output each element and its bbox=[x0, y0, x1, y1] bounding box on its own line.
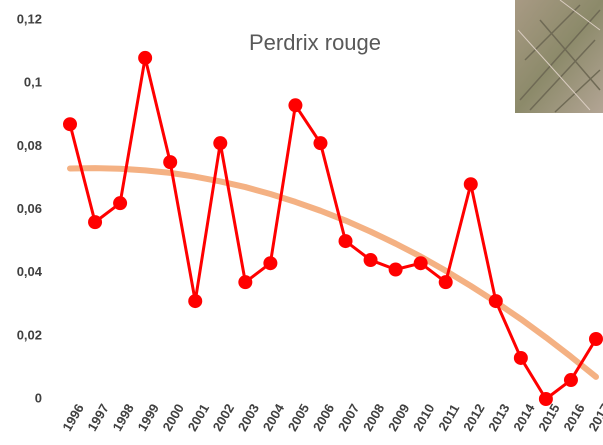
x-tick-label: 2013 bbox=[485, 401, 512, 434]
x-tick-label: 2011 bbox=[435, 402, 462, 434]
marker bbox=[489, 294, 503, 308]
x-tick-label: 2014 bbox=[510, 401, 538, 434]
x-tick-label: 2017 bbox=[585, 401, 603, 434]
marker bbox=[464, 177, 478, 191]
marker bbox=[514, 351, 528, 365]
x-tick-label: 2009 bbox=[385, 401, 412, 434]
marker bbox=[414, 256, 428, 270]
marker bbox=[539, 392, 553, 406]
photo bbox=[515, 0, 603, 113]
marker bbox=[263, 256, 277, 270]
y-tick-label: 0,06 bbox=[17, 201, 42, 216]
marker bbox=[163, 155, 177, 169]
marker bbox=[439, 275, 453, 289]
marker bbox=[238, 275, 252, 289]
x-tick-label: 2006 bbox=[310, 401, 337, 434]
marker bbox=[288, 98, 302, 112]
x-tick-label: 2002 bbox=[210, 401, 237, 434]
marker bbox=[63, 117, 77, 131]
chart-title: Perdrix rouge bbox=[249, 30, 381, 55]
x-tick-label: 1996 bbox=[59, 401, 86, 434]
marker bbox=[339, 234, 353, 248]
x-tick-label: 2001 bbox=[185, 401, 212, 434]
x-tick-label: 2015 bbox=[535, 401, 562, 434]
marker bbox=[313, 136, 327, 150]
x-tick-label: 1997 bbox=[84, 401, 111, 434]
x-tick-label: 2008 bbox=[360, 401, 387, 434]
y-tick-label: 0,1 bbox=[24, 75, 42, 90]
marker bbox=[564, 373, 578, 387]
trend-line bbox=[70, 168, 596, 377]
y-tick-label: 0,12 bbox=[17, 11, 42, 26]
chart: Perdrix rouge 0 0,02 0,04 0,06 0,08 0,1 0,12 19… bbox=[0, 0, 603, 445]
x-tick-label: 2000 bbox=[160, 401, 187, 434]
marker bbox=[589, 332, 603, 346]
y-tick-label: 0 bbox=[35, 390, 42, 405]
marker bbox=[364, 253, 378, 267]
x-tick-label: 1999 bbox=[134, 401, 161, 434]
x-tick-label: 2004 bbox=[260, 401, 288, 434]
y-tick-label: 0,04 bbox=[17, 264, 43, 279]
marker bbox=[88, 215, 102, 229]
x-tick-label: 2007 bbox=[335, 401, 362, 434]
marker bbox=[138, 51, 152, 65]
y-tick-label: 0,08 bbox=[17, 138, 42, 153]
marker bbox=[188, 294, 202, 308]
x-tick-label: 2010 bbox=[410, 401, 437, 434]
marker bbox=[389, 263, 403, 277]
x-tick-label: 2005 bbox=[285, 401, 312, 434]
y-tick-label: 0,02 bbox=[17, 327, 42, 342]
x-tick-label: 2012 bbox=[460, 401, 487, 434]
x-tick-label: 2016 bbox=[560, 401, 587, 434]
x-tick-label: 2003 bbox=[235, 401, 262, 434]
marker bbox=[113, 196, 127, 210]
marker bbox=[213, 136, 227, 150]
x-tick-label: 1998 bbox=[109, 401, 136, 434]
